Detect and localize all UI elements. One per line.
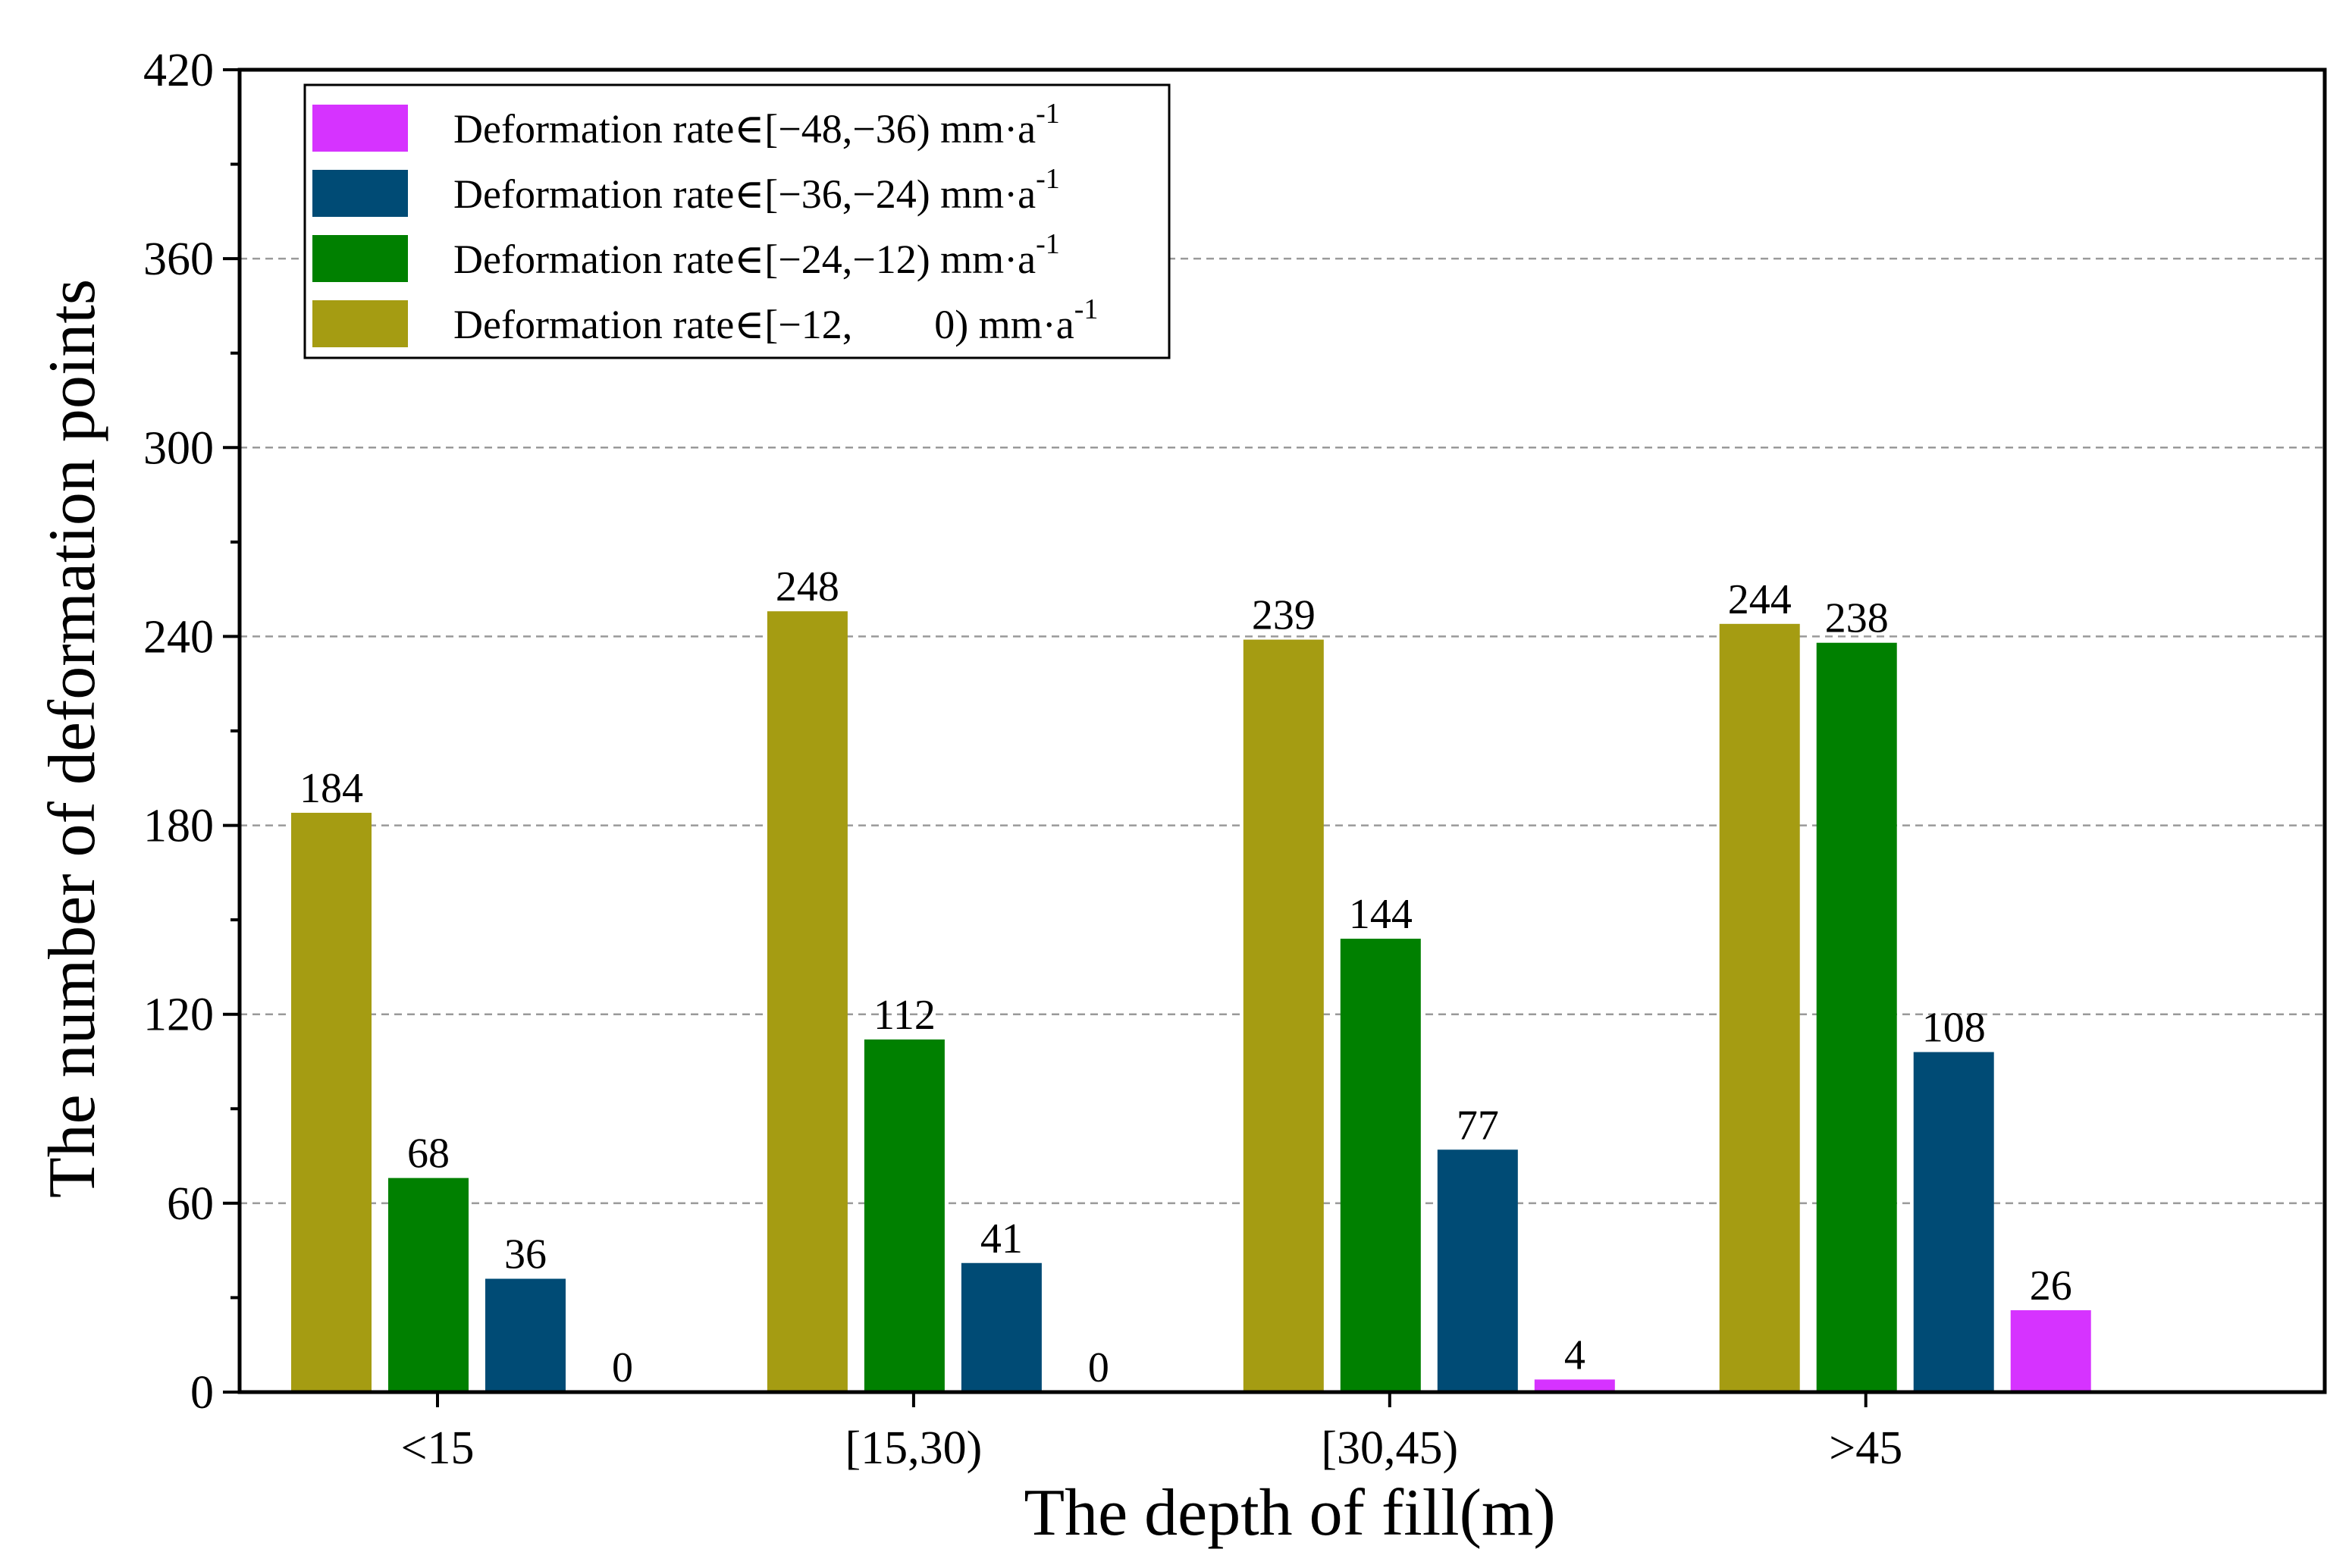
y-tick-label: 180 bbox=[143, 801, 214, 852]
legend-label: Deformation rate∈[−36,−24) mm·a-1 bbox=[453, 163, 1060, 217]
bar bbox=[1534, 1379, 1615, 1392]
bar bbox=[1816, 642, 1897, 1392]
bar bbox=[1437, 1149, 1518, 1392]
data-label: 4 bbox=[1564, 1331, 1585, 1378]
x-axis-title: The depth of fill(m) bbox=[1024, 1476, 1555, 1550]
x-tick-label: [15,30) bbox=[845, 1422, 983, 1474]
bar bbox=[291, 812, 372, 1392]
bar bbox=[1719, 623, 1800, 1392]
data-labels: 184 68 36 0 248 112 41 0 239 144 77 4 244 238 108 26 bbox=[300, 563, 2072, 1391]
data-label: 108 bbox=[1922, 1005, 1986, 1052]
bar bbox=[1913, 1052, 1994, 1392]
legend-label-superscript: -1 bbox=[1036, 163, 1060, 195]
data-label: 144 bbox=[1349, 891, 1413, 938]
y-axis: 0 60 120 180 240 300 360 420 bbox=[143, 45, 240, 1419]
legend-swatch bbox=[312, 235, 408, 282]
data-label: 26 bbox=[2030, 1262, 2072, 1309]
legend-label: Deformation rate∈[−24,−12) mm·a-1 bbox=[453, 228, 1060, 282]
legend: Deformation rate∈[−48,−36) mm·a-1Deforma… bbox=[303, 83, 1171, 359]
x-tick-label: <15 bbox=[401, 1422, 475, 1474]
legend-label-text: Deformation rate∈[−24,−12) mm·a bbox=[453, 237, 1036, 282]
legend-label-superscript: -1 bbox=[1036, 228, 1060, 260]
x-tick-label: >45 bbox=[1829, 1422, 1902, 1474]
bar bbox=[864, 1039, 945, 1392]
bar bbox=[2010, 1310, 2091, 1392]
legend-label-text: Deformation rate∈[−36,−24) mm·a bbox=[453, 171, 1036, 217]
bar bbox=[388, 1178, 469, 1392]
legend-label: Deformation rate∈[−48,−36) mm·a-1 bbox=[453, 98, 1060, 152]
y-tick-label: 60 bbox=[167, 1178, 214, 1230]
y-tick-label: 300 bbox=[143, 422, 214, 474]
data-label: 77 bbox=[1457, 1102, 1499, 1149]
legend-label-text: Deformation rate∈[−12, 0) mm·a bbox=[453, 302, 1074, 347]
data-label: 0 bbox=[1088, 1344, 1109, 1391]
bar bbox=[1340, 939, 1421, 1392]
legend-label-text: Deformation rate∈[−48,−36) mm·a bbox=[453, 106, 1036, 152]
data-label: 248 bbox=[776, 563, 839, 610]
y-tick-label: 120 bbox=[143, 989, 214, 1041]
bar bbox=[1243, 639, 1324, 1392]
bars bbox=[291, 611, 2091, 1393]
bar bbox=[961, 1262, 1042, 1392]
data-label: 244 bbox=[1728, 576, 1792, 623]
legend-swatch bbox=[312, 300, 408, 347]
bar bbox=[767, 611, 848, 1393]
data-label: 68 bbox=[407, 1131, 450, 1178]
data-label: 238 bbox=[1825, 595, 1889, 642]
y-tick-label: 360 bbox=[143, 234, 214, 285]
legend-label: Deformation rate∈[−12, 0) mm·a-1 bbox=[453, 293, 1098, 347]
legend-label-superscript: -1 bbox=[1074, 293, 1099, 325]
legend-box bbox=[303, 83, 1171, 359]
data-label: 36 bbox=[504, 1231, 547, 1278]
y-axis-title: The number of deformation points bbox=[36, 279, 109, 1198]
data-label: 184 bbox=[300, 765, 363, 812]
data-label: 0 bbox=[612, 1344, 633, 1391]
bar bbox=[485, 1278, 566, 1392]
x-tick-label: [30,45) bbox=[1321, 1422, 1458, 1474]
x-axis: <15 [15,30) [30,45) >45 bbox=[401, 1392, 1902, 1474]
data-label: 112 bbox=[873, 992, 936, 1039]
legend-label-superscript: -1 bbox=[1036, 98, 1060, 130]
y-tick-label: 420 bbox=[143, 45, 214, 96]
data-label: 239 bbox=[1252, 592, 1316, 639]
data-label: 41 bbox=[980, 1215, 1023, 1262]
legend-swatch bbox=[312, 170, 408, 217]
legend-swatch bbox=[312, 105, 408, 152]
y-tick-label: 240 bbox=[143, 611, 214, 663]
y-tick-label: 0 bbox=[190, 1367, 214, 1419]
